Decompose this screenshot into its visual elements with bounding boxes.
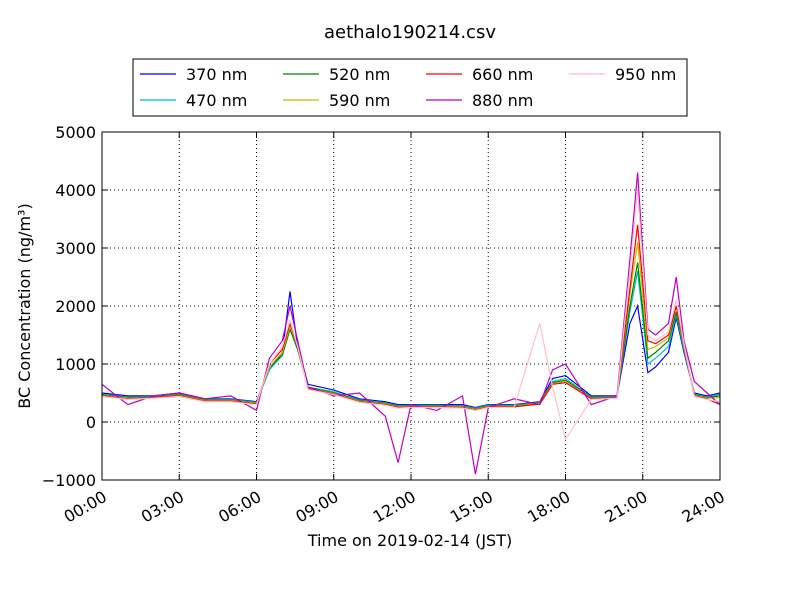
chart-title: aethalo190214.csv — [324, 22, 496, 43]
y-tick-label: 0 — [86, 413, 96, 432]
legend-label: 470 nm — [186, 91, 247, 110]
legend-label: 950 nm — [615, 65, 676, 84]
legend-label: 880 nm — [472, 91, 533, 110]
y-tick-label: 4000 — [55, 181, 96, 200]
legend-label: 590 nm — [329, 91, 390, 110]
series-line — [102, 172, 720, 475]
y-tick-label: −1000 — [42, 471, 96, 490]
legend-label: 370 nm — [186, 65, 247, 84]
y-axis-label: BC Concentration (ng/m³) — [15, 203, 34, 408]
x-axis-label: Time on 2019-02-14 (JST) — [307, 531, 512, 550]
legend-box — [132, 58, 688, 117]
series-line — [102, 189, 720, 441]
plot-frame — [101, 131, 721, 481]
y-tick-label: 1000 — [55, 355, 96, 374]
y-tick-label: 3000 — [55, 239, 96, 258]
y-tick-label: 5000 — [55, 123, 96, 142]
legend-label: 660 nm — [472, 65, 533, 84]
legend-label: 520 nm — [329, 65, 390, 84]
y-tick-label: 2000 — [55, 297, 96, 316]
